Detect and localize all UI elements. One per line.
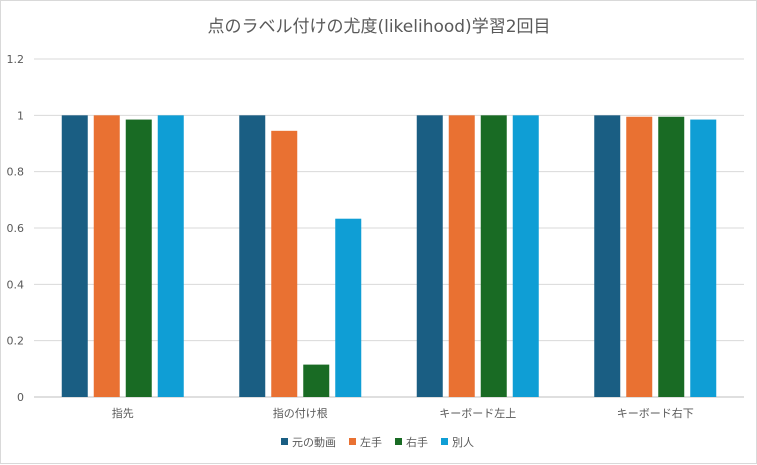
legend-swatch — [349, 438, 356, 445]
x-tick-label: キーボード右下 — [617, 406, 694, 420]
bar — [61, 115, 88, 397]
legend-label: 元の動画 — [292, 435, 336, 449]
gridlines — [34, 58, 744, 398]
legend-swatch — [395, 438, 402, 445]
y-tick-label: 0.6 — [7, 222, 25, 235]
chart-title: 点のラベル付けの尤度(likelihood)学習2回目 — [207, 17, 550, 37]
legend-label: 右手 — [406, 435, 428, 449]
y-tick-label: 0.2 — [7, 335, 25, 348]
bar — [271, 130, 298, 397]
x-tick-label: 指の付け根 — [273, 406, 328, 420]
bar — [626, 116, 653, 397]
bar — [512, 115, 539, 397]
x-tick-label: キーボード左上 — [439, 407, 516, 420]
bar — [658, 116, 685, 397]
y-tick-label: 0.8 — [7, 166, 25, 179]
y-tick-label: 0 — [17, 391, 24, 404]
y-tick-label: 0.4 — [7, 278, 25, 291]
bar — [690, 119, 717, 397]
x-axis-ticks: 指先 指の付け根 キーボード左上 キーボード右下 — [112, 406, 694, 420]
bar — [448, 115, 475, 397]
bar — [125, 119, 152, 397]
legend-swatch — [441, 438, 448, 445]
y-tick-label: 1.2 — [7, 53, 25, 66]
legend-label: 左手 — [360, 435, 382, 449]
legend-label: 別人 — [452, 436, 474, 449]
y-axis-ticks: 0 0.2 0.4 0.6 0.8 1 1.2 — [7, 53, 25, 404]
bar — [239, 115, 266, 397]
bar — [416, 115, 443, 397]
y-tick-label: 1 — [17, 109, 24, 122]
bar — [480, 115, 507, 397]
bar — [157, 115, 184, 397]
bar — [335, 218, 362, 397]
bar — [303, 364, 330, 397]
bar — [93, 115, 120, 397]
legend-swatch — [281, 438, 288, 445]
legend: 元の動画 左手 右手 別人 — [281, 435, 474, 449]
bars — [61, 115, 717, 397]
x-tick-label: 指先 — [112, 406, 134, 420]
bar — [594, 115, 621, 397]
